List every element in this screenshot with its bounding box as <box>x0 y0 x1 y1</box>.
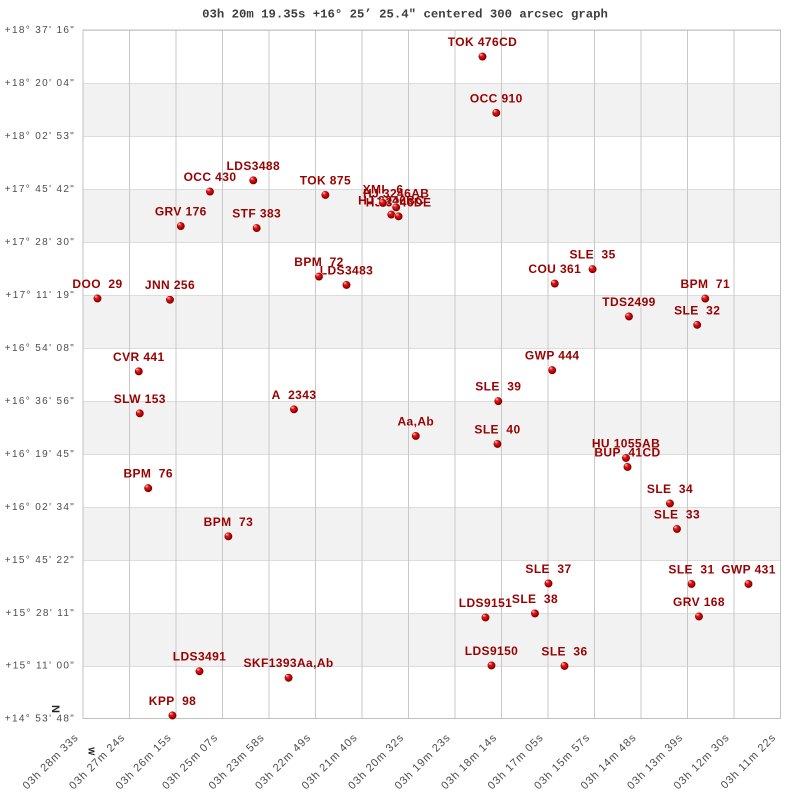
svg-text:SKF1393Aa,Ab: SKF1393Aa,Ab <box>244 656 334 670</box>
svg-text:+15° 11' 00": +15° 11' 00" <box>6 661 76 672</box>
svg-text:SLE 38: SLE 38 <box>512 592 558 606</box>
svg-text:W: W <box>87 747 97 756</box>
svg-text:GRV 168: GRV 168 <box>673 595 725 609</box>
svg-text:+14° 53' 48": +14° 53' 48" <box>5 714 75 725</box>
svg-text:BUP 41CD: BUP 41CD <box>594 445 660 459</box>
svg-text:SLE 39: SLE 39 <box>475 380 521 394</box>
svg-text:+16° 36' 56": +16° 36' 56" <box>5 396 75 407</box>
svg-text:BPM 71: BPM 71 <box>681 277 730 291</box>
svg-text:+15° 28' 11": +15° 28' 11" <box>6 608 76 619</box>
svg-text:GWP 444: GWP 444 <box>525 349 580 363</box>
svg-text:SLE 35: SLE 35 <box>570 248 616 262</box>
svg-text:+16° 02' 34": +16° 02' 34" <box>5 502 75 513</box>
svg-text:GWP 431: GWP 431 <box>721 562 776 576</box>
svg-text:SLE 32: SLE 32 <box>674 303 720 317</box>
svg-text:COU 361: COU 361 <box>528 262 581 276</box>
svg-text:SLE 40: SLE 40 <box>474 422 520 436</box>
svg-text:SLE 36: SLE 36 <box>541 644 587 658</box>
svg-text:BPM 72: BPM 72 <box>294 255 343 269</box>
svg-text:SLE 34: SLE 34 <box>647 482 693 496</box>
svg-text:+17° 45' 42": +17° 45' 42" <box>5 184 75 195</box>
svg-text:STF 383: STF 383 <box>232 207 281 221</box>
svg-text:TDS2499: TDS2499 <box>602 295 656 309</box>
svg-text:+18° 37' 16": +18° 37' 16" <box>5 25 75 36</box>
svg-text:HJ 3246AB: HJ 3246AB <box>363 186 429 200</box>
svg-text:N: N <box>49 705 61 713</box>
svg-text:SLE 33: SLE 33 <box>654 507 700 521</box>
svg-text:+18° 02' 53": +18° 02' 53" <box>5 131 75 142</box>
svg-text:+16° 54' 08": +16° 54' 08" <box>5 343 75 354</box>
svg-text:GRV 176: GRV 176 <box>155 205 207 219</box>
svg-text:KPP 98: KPP 98 <box>149 694 197 708</box>
svg-text:+17° 11' 19": +17° 11' 19" <box>6 290 76 301</box>
svg-text:03h 20m 19.35s +16° 25’ 25.4": 03h 20m 19.35s +16° 25’ 25.4" centered 3… <box>202 7 608 21</box>
svg-text:OCC 910: OCC 910 <box>470 91 523 105</box>
svg-text:+15° 45' 22": +15° 45' 22" <box>5 555 75 566</box>
svg-text:OCC 430: OCC 430 <box>184 170 237 184</box>
svg-text:LDS9150: LDS9150 <box>465 644 519 658</box>
svg-text:+16° 19' 45": +16° 19' 45" <box>5 449 75 460</box>
svg-text:A 2343: A 2343 <box>272 388 317 402</box>
svg-text:XMI 6: XMI 6 <box>363 183 404 197</box>
svg-text:TOK 875: TOK 875 <box>300 173 351 187</box>
svg-text:HJ 3246BC: HJ 3246BC <box>358 194 424 208</box>
svg-text:CVR 441: CVR 441 <box>113 350 165 364</box>
svg-text:SLE 37: SLE 37 <box>525 562 571 576</box>
svg-text:LDS3488: LDS3488 <box>227 159 281 173</box>
svg-text:SLE 31: SLE 31 <box>668 562 714 576</box>
svg-text:HU 1055AB: HU 1055AB <box>592 436 660 450</box>
svg-text:LDS3491: LDS3491 <box>173 650 227 664</box>
svg-text:JNN 256: JNN 256 <box>145 278 195 292</box>
svg-text:SLW 153: SLW 153 <box>114 392 166 406</box>
svg-text:+17° 28' 30": +17° 28' 30" <box>5 237 75 248</box>
svg-text:Aa,Ab: Aa,Ab <box>397 414 434 428</box>
svg-text:DOO 29: DOO 29 <box>72 277 122 291</box>
svg-text:LDS3483: LDS3483 <box>320 263 374 277</box>
svg-text:BPM 76: BPM 76 <box>123 467 172 481</box>
svg-text:LDS9151: LDS9151 <box>459 596 513 610</box>
svg-text:BPM 73: BPM 73 <box>204 515 253 529</box>
svg-text:TOK 476CD: TOK 476CD <box>448 35 517 49</box>
svg-text:+18° 20' 04": +18° 20' 04" <box>5 78 75 89</box>
